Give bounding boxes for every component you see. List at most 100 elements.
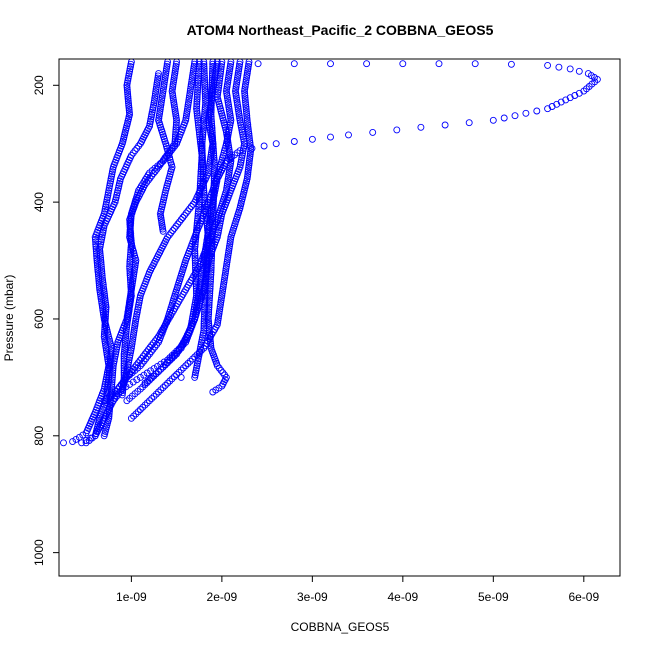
- data-point: [206, 160, 214, 168]
- data-point: [132, 410, 140, 418]
- data-point: [194, 355, 202, 363]
- data-point: [119, 379, 127, 386]
- data-point: [234, 69, 242, 77]
- data-point: [191, 301, 199, 309]
- data-point: [208, 85, 216, 93]
- data-point: [170, 101, 178, 109]
- data-point: [132, 313, 140, 321]
- data-point: [207, 106, 215, 114]
- data-point: [131, 324, 138, 332]
- data-point: [245, 161, 253, 169]
- data-point: [157, 98, 165, 106]
- data-point: [134, 359, 142, 367]
- data-point: [223, 180, 231, 188]
- data-point: [225, 244, 233, 252]
- data-point: [99, 279, 107, 287]
- data-point: [223, 260, 231, 268]
- data-point: [186, 87, 194, 95]
- data-point: [210, 149, 218, 157]
- data-point: [235, 107, 243, 115]
- data-point: [244, 121, 252, 129]
- data-point: [187, 80, 195, 88]
- data-point: [242, 105, 250, 113]
- data-point: [235, 65, 243, 73]
- data-point: [243, 71, 251, 79]
- data-point: [172, 110, 180, 118]
- data-point: [160, 80, 168, 88]
- data-point: [136, 296, 143, 304]
- data-point: [208, 122, 216, 130]
- data-point: [241, 89, 249, 97]
- data-point: [226, 240, 234, 248]
- data-point: [225, 71, 233, 79]
- data-point: [105, 410, 113, 418]
- data-point: [214, 91, 222, 99]
- data-point: [155, 333, 162, 340]
- data-point: [227, 116, 235, 124]
- data-point: [193, 91, 201, 99]
- data-point: [207, 273, 215, 281]
- data-point: [217, 65, 225, 73]
- data-point: [242, 107, 250, 115]
- data-point: [189, 313, 197, 321]
- data-point: [197, 142, 205, 150]
- data-point: [548, 103, 556, 110]
- data-point: [201, 90, 209, 98]
- profile-series: [60, 70, 162, 447]
- data-point: [208, 250, 216, 258]
- data-point: [159, 87, 167, 95]
- data-point: [196, 184, 204, 192]
- data-point: [97, 258, 105, 266]
- data-point: [207, 104, 215, 112]
- data-point: [123, 397, 131, 405]
- data-point: [215, 81, 223, 89]
- data-point: [199, 331, 207, 339]
- data-point: [102, 344, 110, 352]
- data-point: [232, 89, 240, 97]
- data-point: [194, 116, 202, 124]
- data-point: [242, 78, 250, 86]
- data-point: [183, 110, 191, 118]
- data-point: [124, 372, 132, 380]
- data-point: [124, 77, 132, 85]
- data-point: [188, 320, 195, 328]
- data-point: [107, 346, 115, 354]
- data-point: [196, 348, 204, 356]
- y-tick-label: 800: [32, 425, 46, 445]
- data-point: [123, 79, 131, 87]
- data-point: [244, 173, 251, 180]
- data-point: [164, 359, 172, 367]
- data-point: [208, 120, 216, 128]
- data-point: [195, 60, 203, 68]
- data-point: [209, 65, 217, 73]
- data-point: [245, 157, 253, 165]
- data-point: [174, 220, 182, 228]
- data-point: [163, 65, 170, 73]
- data-point: [162, 69, 170, 77]
- data-point: [159, 227, 167, 235]
- data-point: [186, 205, 194, 213]
- data-point: [244, 166, 252, 174]
- data-point: [187, 203, 195, 210]
- data-point: [327, 60, 334, 68]
- data-point: [236, 161, 244, 169]
- data-point: [211, 168, 218, 176]
- data-point: [168, 354, 176, 362]
- data-point: [219, 369, 227, 377]
- data-point: [210, 191, 218, 198]
- data-point: [211, 161, 218, 169]
- data-point: [196, 189, 204, 197]
- data-point: [108, 168, 116, 176]
- data-point: [115, 179, 123, 187]
- data-point: [129, 333, 137, 341]
- data-point: [146, 120, 154, 128]
- data-point: [210, 175, 218, 182]
- data-point: [106, 401, 114, 409]
- data-point: [200, 313, 208, 321]
- data-point: [205, 320, 213, 327]
- data-point: [126, 370, 134, 378]
- data-point: [170, 96, 177, 104]
- data-point: [99, 226, 107, 234]
- data-point: [131, 363, 139, 371]
- data-point: [226, 112, 234, 120]
